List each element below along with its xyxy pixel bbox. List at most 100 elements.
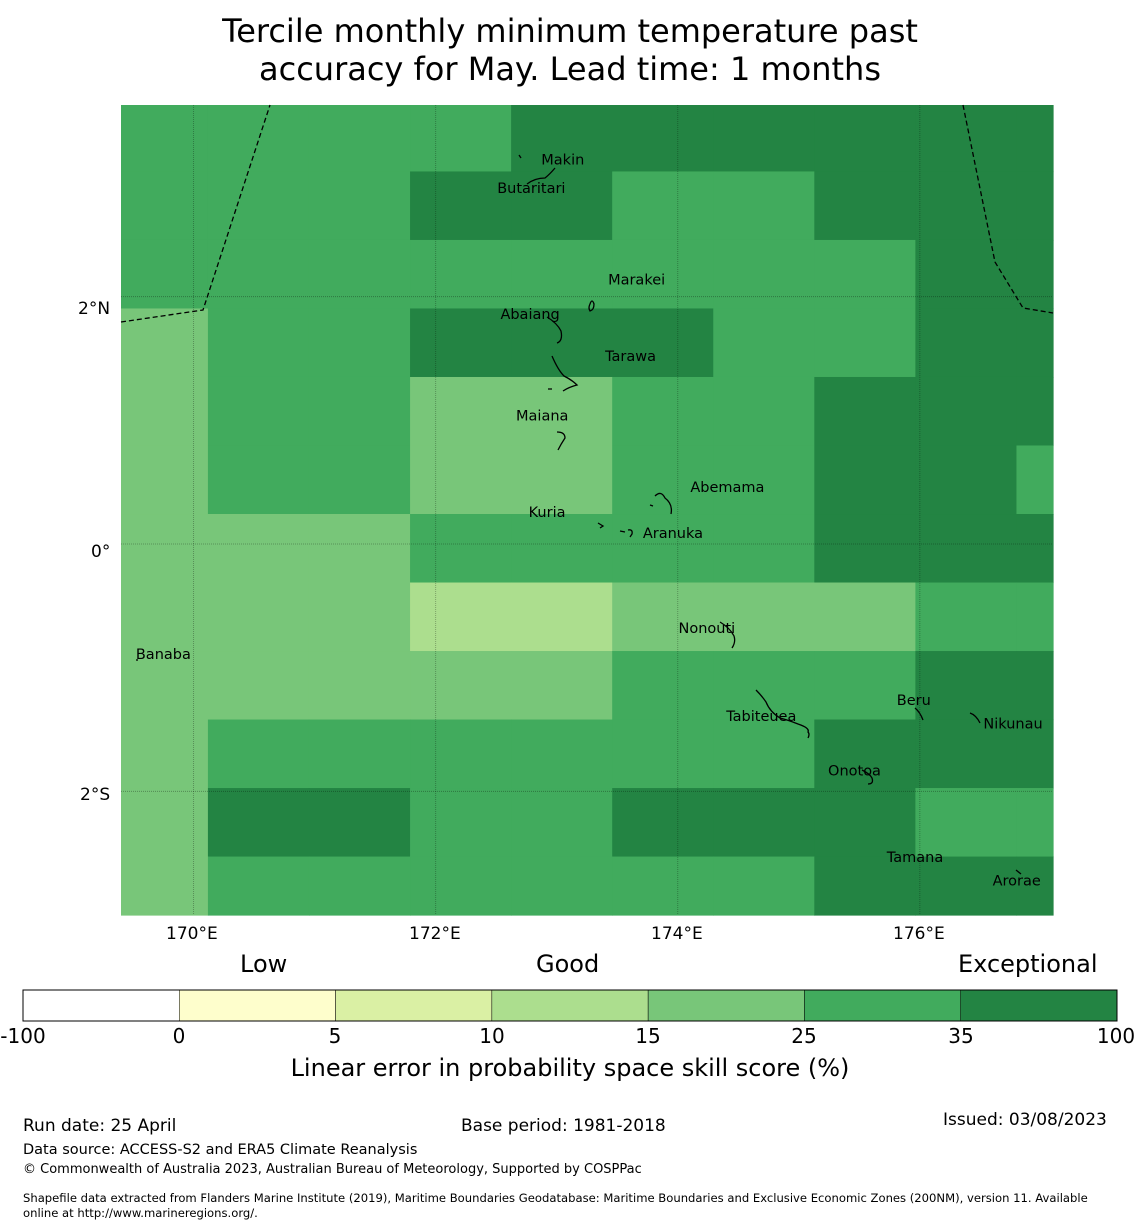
x-tick-label: 172°E bbox=[409, 924, 461, 944]
grid-cell bbox=[612, 651, 714, 721]
grid-cell bbox=[915, 651, 1018, 721]
colorbar-tick-label: 100 bbox=[1096, 1024, 1136, 1048]
grid-cell bbox=[915, 105, 1018, 173]
grid-cell bbox=[713, 788, 815, 858]
grid-cell bbox=[713, 514, 815, 584]
makin-outline bbox=[518, 154, 522, 159]
grid-cell bbox=[308, 788, 411, 858]
grid-cell bbox=[121, 105, 209, 173]
grid-cell bbox=[410, 582, 512, 652]
grid-cell bbox=[713, 308, 815, 378]
grid-cell bbox=[1016, 719, 1054, 789]
grid-cell bbox=[1016, 514, 1054, 584]
colorbar-title: Linear error in probability space skill … bbox=[290, 1054, 850, 1082]
grid-cell bbox=[814, 651, 916, 721]
grid-cell bbox=[1016, 651, 1054, 721]
grid-cell bbox=[814, 239, 916, 310]
grid-cell bbox=[1016, 105, 1054, 173]
grid-cell bbox=[612, 171, 714, 241]
grid-cell bbox=[308, 856, 411, 916]
grid-cell bbox=[410, 651, 512, 721]
grid-cell bbox=[121, 445, 209, 515]
colorbar-segment bbox=[647, 989, 805, 1022]
tarawa-outline bbox=[548, 355, 579, 392]
grid-cell bbox=[410, 308, 512, 378]
x-tick-label: 174°E bbox=[651, 924, 703, 944]
grid-cell bbox=[915, 514, 1018, 584]
grid-cell bbox=[1016, 856, 1054, 916]
island-label-tabiteuea: Tabiteuea bbox=[725, 709, 796, 725]
grid-cell bbox=[121, 376, 209, 447]
grid-cell bbox=[713, 105, 815, 173]
island-label-nikunau: Nikunau bbox=[983, 716, 1042, 732]
grid-cell bbox=[511, 376, 613, 447]
grid-cell bbox=[207, 719, 310, 789]
island-label-aranuka: Aranuka bbox=[643, 526, 703, 542]
grid-cell bbox=[1016, 582, 1054, 652]
base-period: Base period: 1981-2018 bbox=[461, 1116, 666, 1136]
grid-cell bbox=[410, 788, 512, 858]
grid-cell bbox=[121, 856, 209, 916]
grid-cell bbox=[511, 582, 613, 652]
island-label-abemama: Abemama bbox=[690, 480, 764, 496]
island-label-tamana: Tamana bbox=[886, 850, 943, 866]
eez-boundary-west bbox=[120, 104, 271, 323]
kuria-outline bbox=[597, 522, 626, 533]
grid-cell bbox=[207, 171, 310, 241]
colorbar-outline bbox=[22, 989, 1118, 1022]
grid-cell bbox=[612, 856, 714, 916]
grid-cell bbox=[207, 514, 310, 584]
beru-outline bbox=[914, 707, 924, 721]
chart-title-line-1: Tercile monthly minimum temperature past bbox=[222, 12, 918, 50]
colorbar-category-good: Good bbox=[536, 950, 600, 978]
nikunau-outline bbox=[969, 712, 981, 724]
grid-cell bbox=[1016, 445, 1054, 515]
data-source: Data source: ACCESS-S2 and ERA5 Climate … bbox=[23, 1142, 418, 1158]
grid-cell bbox=[1016, 788, 1054, 858]
grid-cell bbox=[410, 719, 512, 789]
island-label-marakei: Marakei bbox=[608, 272, 665, 288]
colorbar-category-exceptional: Exceptional bbox=[958, 950, 1098, 978]
grid-cell bbox=[814, 308, 916, 378]
grid-cell bbox=[1016, 308, 1054, 378]
grid-cell bbox=[308, 719, 411, 789]
onotoa-outline bbox=[861, 769, 874, 785]
grid-cell bbox=[713, 171, 815, 241]
grid-cell bbox=[121, 651, 209, 721]
grid-cell bbox=[121, 171, 209, 241]
grid-cell bbox=[612, 445, 714, 515]
grid-cell bbox=[612, 105, 714, 173]
grid-cell bbox=[121, 582, 209, 652]
grid-cell bbox=[713, 582, 815, 652]
island-label-banaba: Banaba bbox=[136, 647, 191, 663]
grid-cell bbox=[511, 514, 613, 584]
island-label-kuria: Kuria bbox=[529, 505, 566, 521]
grid-cell bbox=[511, 239, 613, 310]
grid-cell bbox=[612, 719, 714, 789]
grid-cell bbox=[1016, 376, 1054, 447]
eez-boundaries bbox=[120, 104, 1054, 323]
grid-cell bbox=[814, 856, 916, 916]
grid-cell bbox=[1016, 239, 1054, 310]
grid-cell bbox=[511, 445, 613, 515]
grid-cell bbox=[410, 171, 512, 241]
maiana-outline bbox=[556, 431, 566, 451]
grid-cell bbox=[410, 376, 512, 447]
island-label-onotoa: Onotoa bbox=[828, 763, 881, 779]
grid-cell bbox=[207, 856, 310, 916]
grid-cell bbox=[121, 239, 209, 310]
grid-cell bbox=[814, 719, 916, 789]
island-label-maiana: Maiana bbox=[516, 408, 568, 424]
grid-cell bbox=[612, 376, 714, 447]
grid-cell bbox=[121, 788, 209, 858]
grid-cell bbox=[121, 514, 209, 584]
grid-cell bbox=[713, 376, 815, 447]
colorbar-tick-label: -100 bbox=[0, 1024, 46, 1048]
grid-cell bbox=[713, 651, 815, 721]
grid-cell bbox=[612, 308, 714, 378]
grid-cell bbox=[410, 856, 512, 916]
chart-title-line-2: accuracy for May. Lead time: 1 months bbox=[258, 50, 881, 88]
aranuka-outline bbox=[627, 529, 633, 538]
colorbar-tick-label: 25 bbox=[791, 1024, 817, 1048]
grid-cell bbox=[308, 445, 411, 515]
